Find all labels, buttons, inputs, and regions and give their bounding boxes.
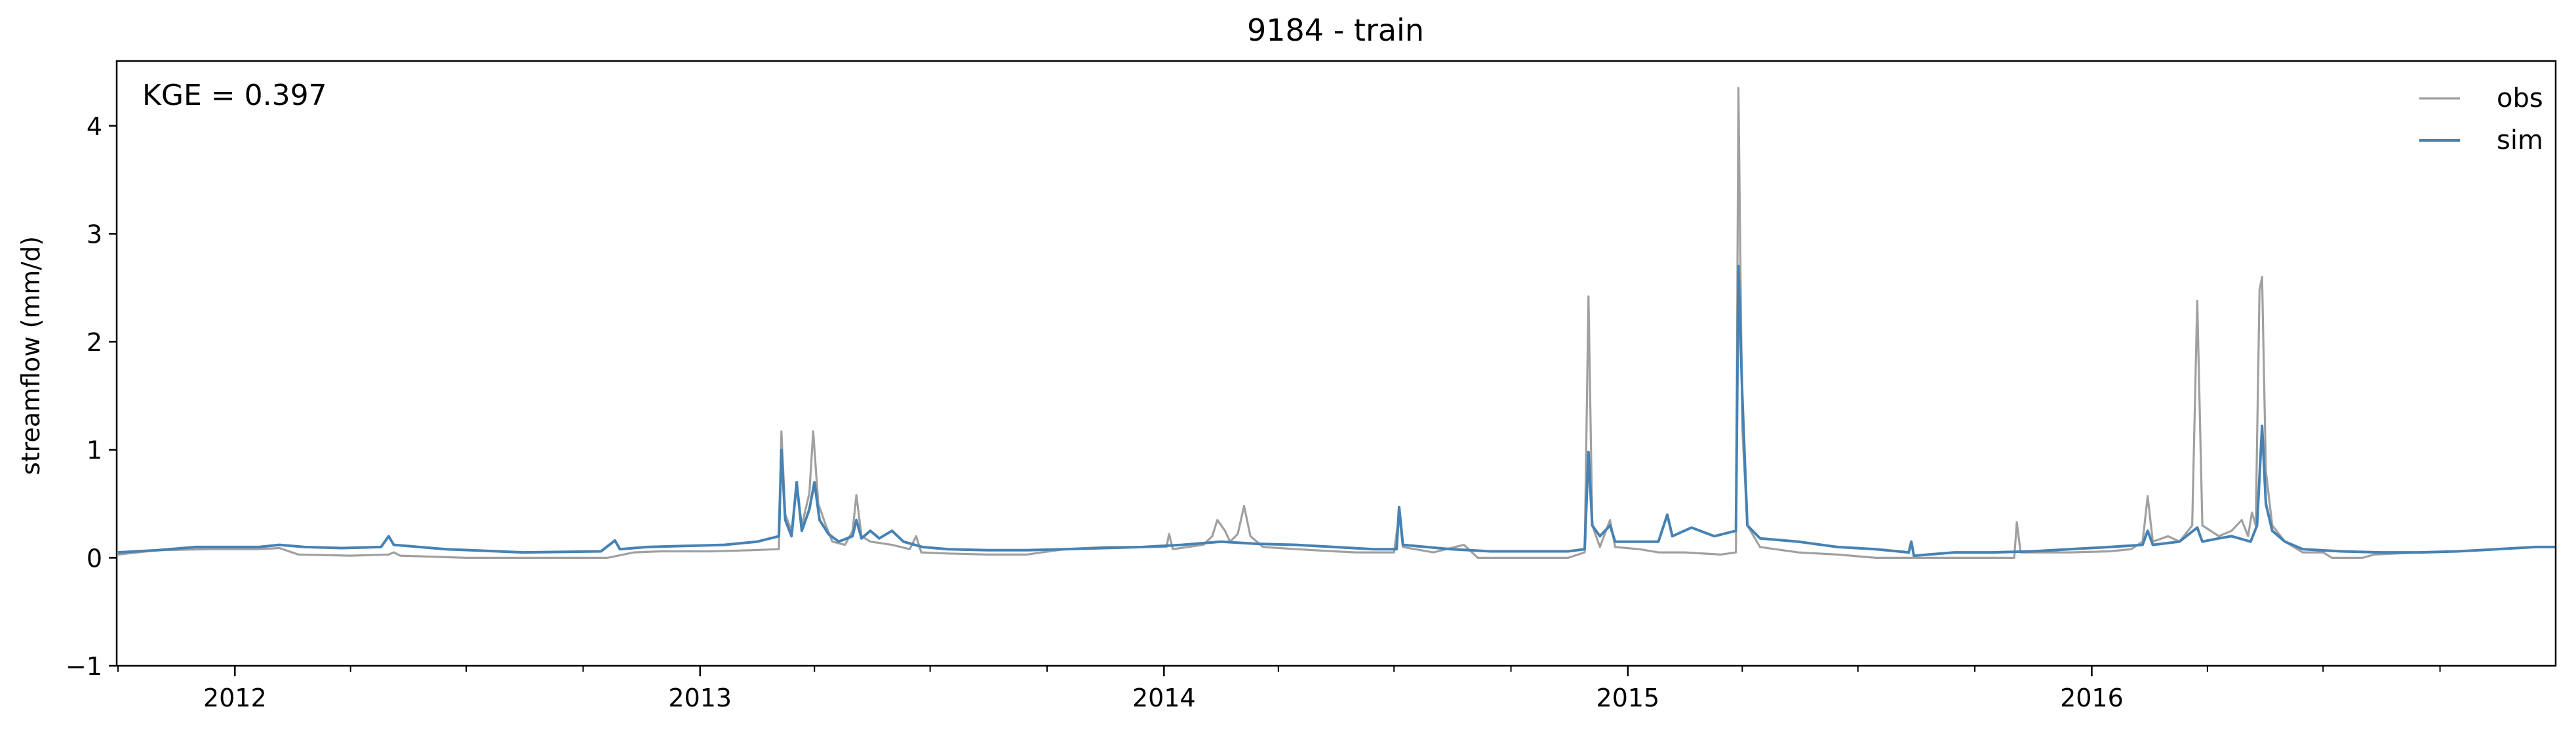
- y-tick-label: 0: [87, 544, 102, 573]
- y-tick-label: 1: [87, 436, 102, 465]
- x-tick-label: 2012: [203, 684, 267, 712]
- legend-label-obs: obs: [2497, 83, 2543, 113]
- y-tick-label: 4: [87, 112, 102, 141]
- x-tick-label: 2016: [2060, 684, 2124, 712]
- y-axis-label: streamflow (mm/d): [16, 236, 45, 475]
- x-tick-label: 2013: [668, 684, 732, 712]
- axes: −1 0 1 2 3 4 2012 2013 2014 2015 2016: [66, 60, 2557, 712]
- legend: obs sim: [2419, 83, 2543, 155]
- y-tick-label: 3: [87, 220, 102, 249]
- series-layer: [117, 87, 2556, 559]
- chart-title: 9184 - train: [1247, 12, 1424, 48]
- series-line-sim: [117, 264, 2556, 558]
- x-tick-label: 2014: [1132, 684, 1196, 712]
- y-tick-label: 2: [87, 328, 102, 357]
- legend-label-sim: sim: [2497, 125, 2543, 155]
- plot-frame: [115, 60, 2557, 667]
- kge-annotation: KGE = 0.397: [142, 79, 327, 112]
- x-tick-label: 2015: [1596, 684, 1660, 712]
- y-tick-label: −1: [66, 652, 102, 681]
